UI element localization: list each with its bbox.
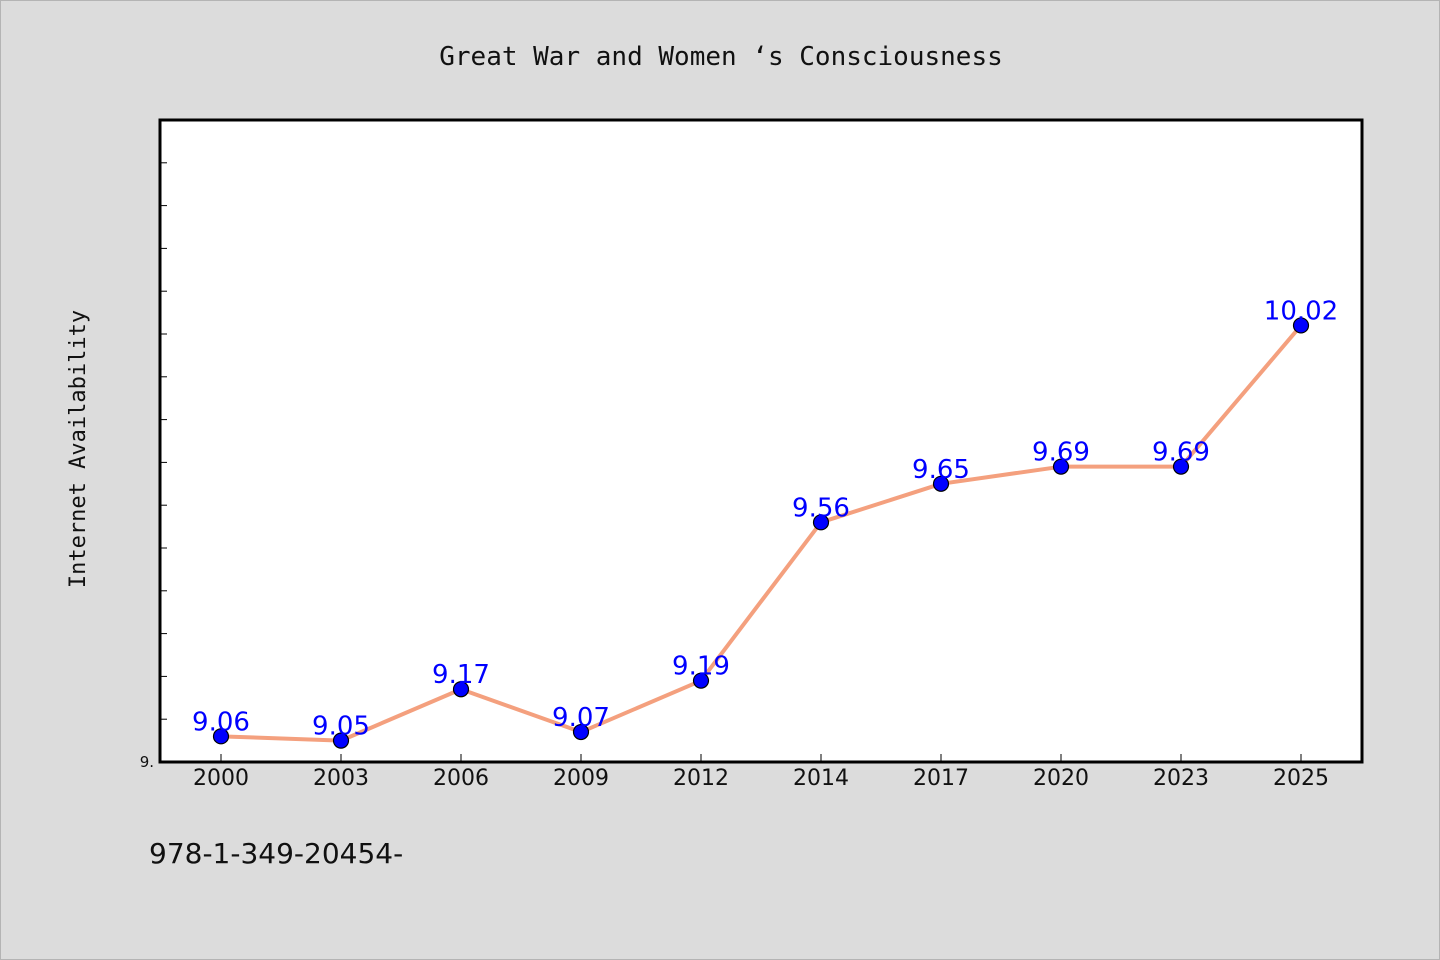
data-point [1292,317,1310,334]
data-point [452,681,470,698]
data-label: 9.07 [552,703,610,733]
x-tick-label: 2000 [193,766,249,791]
x-tick-label: 2020 [1033,766,1089,791]
chart-title: Great War and Women ‘s Consciousness [439,42,1003,72]
series-polyline [220,324,1303,743]
x-tick-label: 2025 [1273,766,1329,791]
y-axis-ticks: 9. [140,162,167,771]
x-tick-label: 2012 [673,766,729,791]
data-label: 9.65 [912,455,970,485]
footnote-isbn: 978-1-349-20454- [149,837,403,870]
data-label: 10.02 [1264,296,1338,326]
plot-area [158,118,1364,764]
series-markers [212,317,1310,749]
data-label: 9.69 [1152,438,1210,468]
data-label: 9.19 [672,652,730,682]
data-label: 9.17 [432,660,490,690]
x-tick-label: 2006 [433,766,489,791]
x-tick-label: 2009 [553,766,609,791]
data-label: 9.56 [792,493,850,523]
y-tick-label: 9. [140,753,154,771]
data-point [212,728,230,745]
data-point [1172,458,1190,475]
data-label: 9.05 [312,712,370,742]
data-label: 9.69 [1032,438,1090,468]
x-axis-ticks: 2000 2003 2006 2009 2012 2014 2017 2020 2023 2025 [193,754,1329,791]
x-tick-label: 2023 [1153,766,1209,791]
data-labels: 9.06 9.05 9.17 9.07 9.19 9.56 9.65 9.69 9.69 10.0… [192,296,1338,741]
y-axis-label: Internet Availability [66,310,91,588]
data-point [812,514,830,531]
data-label: 9.06 [192,707,250,737]
data-point [692,672,710,689]
data-point [572,723,590,741]
x-tick-label: 2003 [313,766,369,791]
data-point [332,732,350,749]
data-point [932,475,950,492]
x-tick-label: 2017 [913,766,969,791]
series-line [220,324,1303,743]
data-point [1052,458,1070,475]
x-tick-label: 2014 [793,766,849,791]
